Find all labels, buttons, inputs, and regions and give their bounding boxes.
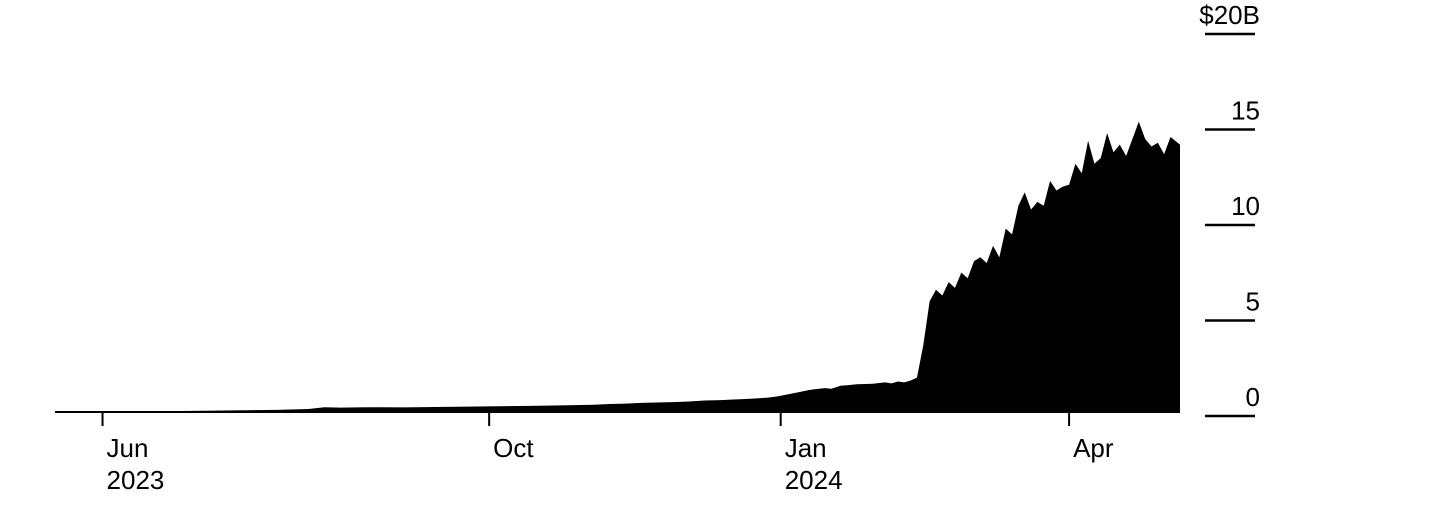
y-tick-label: 5 — [1246, 287, 1260, 317]
x-tick-label: Apr — [1073, 433, 1114, 463]
x-tick-sublabel: 2024 — [785, 465, 843, 495]
area-fill — [55, 122, 1180, 412]
x-tick-sublabel: 2023 — [107, 465, 165, 495]
chart-svg: Jun2023 Oct Jan2024 Apr 0 5 10 15 $20B — [0, 0, 1448, 518]
x-tick-label: Jun — [107, 433, 149, 463]
x-tick-label: Jan — [785, 433, 827, 463]
x-tick-label: Oct — [493, 433, 534, 463]
y-tick-label: 15 — [1231, 96, 1260, 126]
market-value-area-chart: Jun2023 Oct Jan2024 Apr 0 5 10 15 $20B — [0, 0, 1448, 518]
y-tick-label: 10 — [1231, 191, 1260, 221]
y-tick-label: 0 — [1246, 382, 1260, 412]
y-tick-label: $20B — [1199, 0, 1260, 30]
